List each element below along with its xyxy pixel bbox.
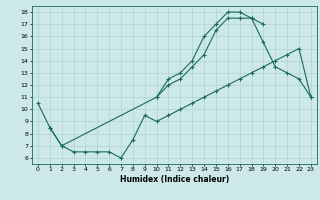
- X-axis label: Humidex (Indice chaleur): Humidex (Indice chaleur): [120, 175, 229, 184]
